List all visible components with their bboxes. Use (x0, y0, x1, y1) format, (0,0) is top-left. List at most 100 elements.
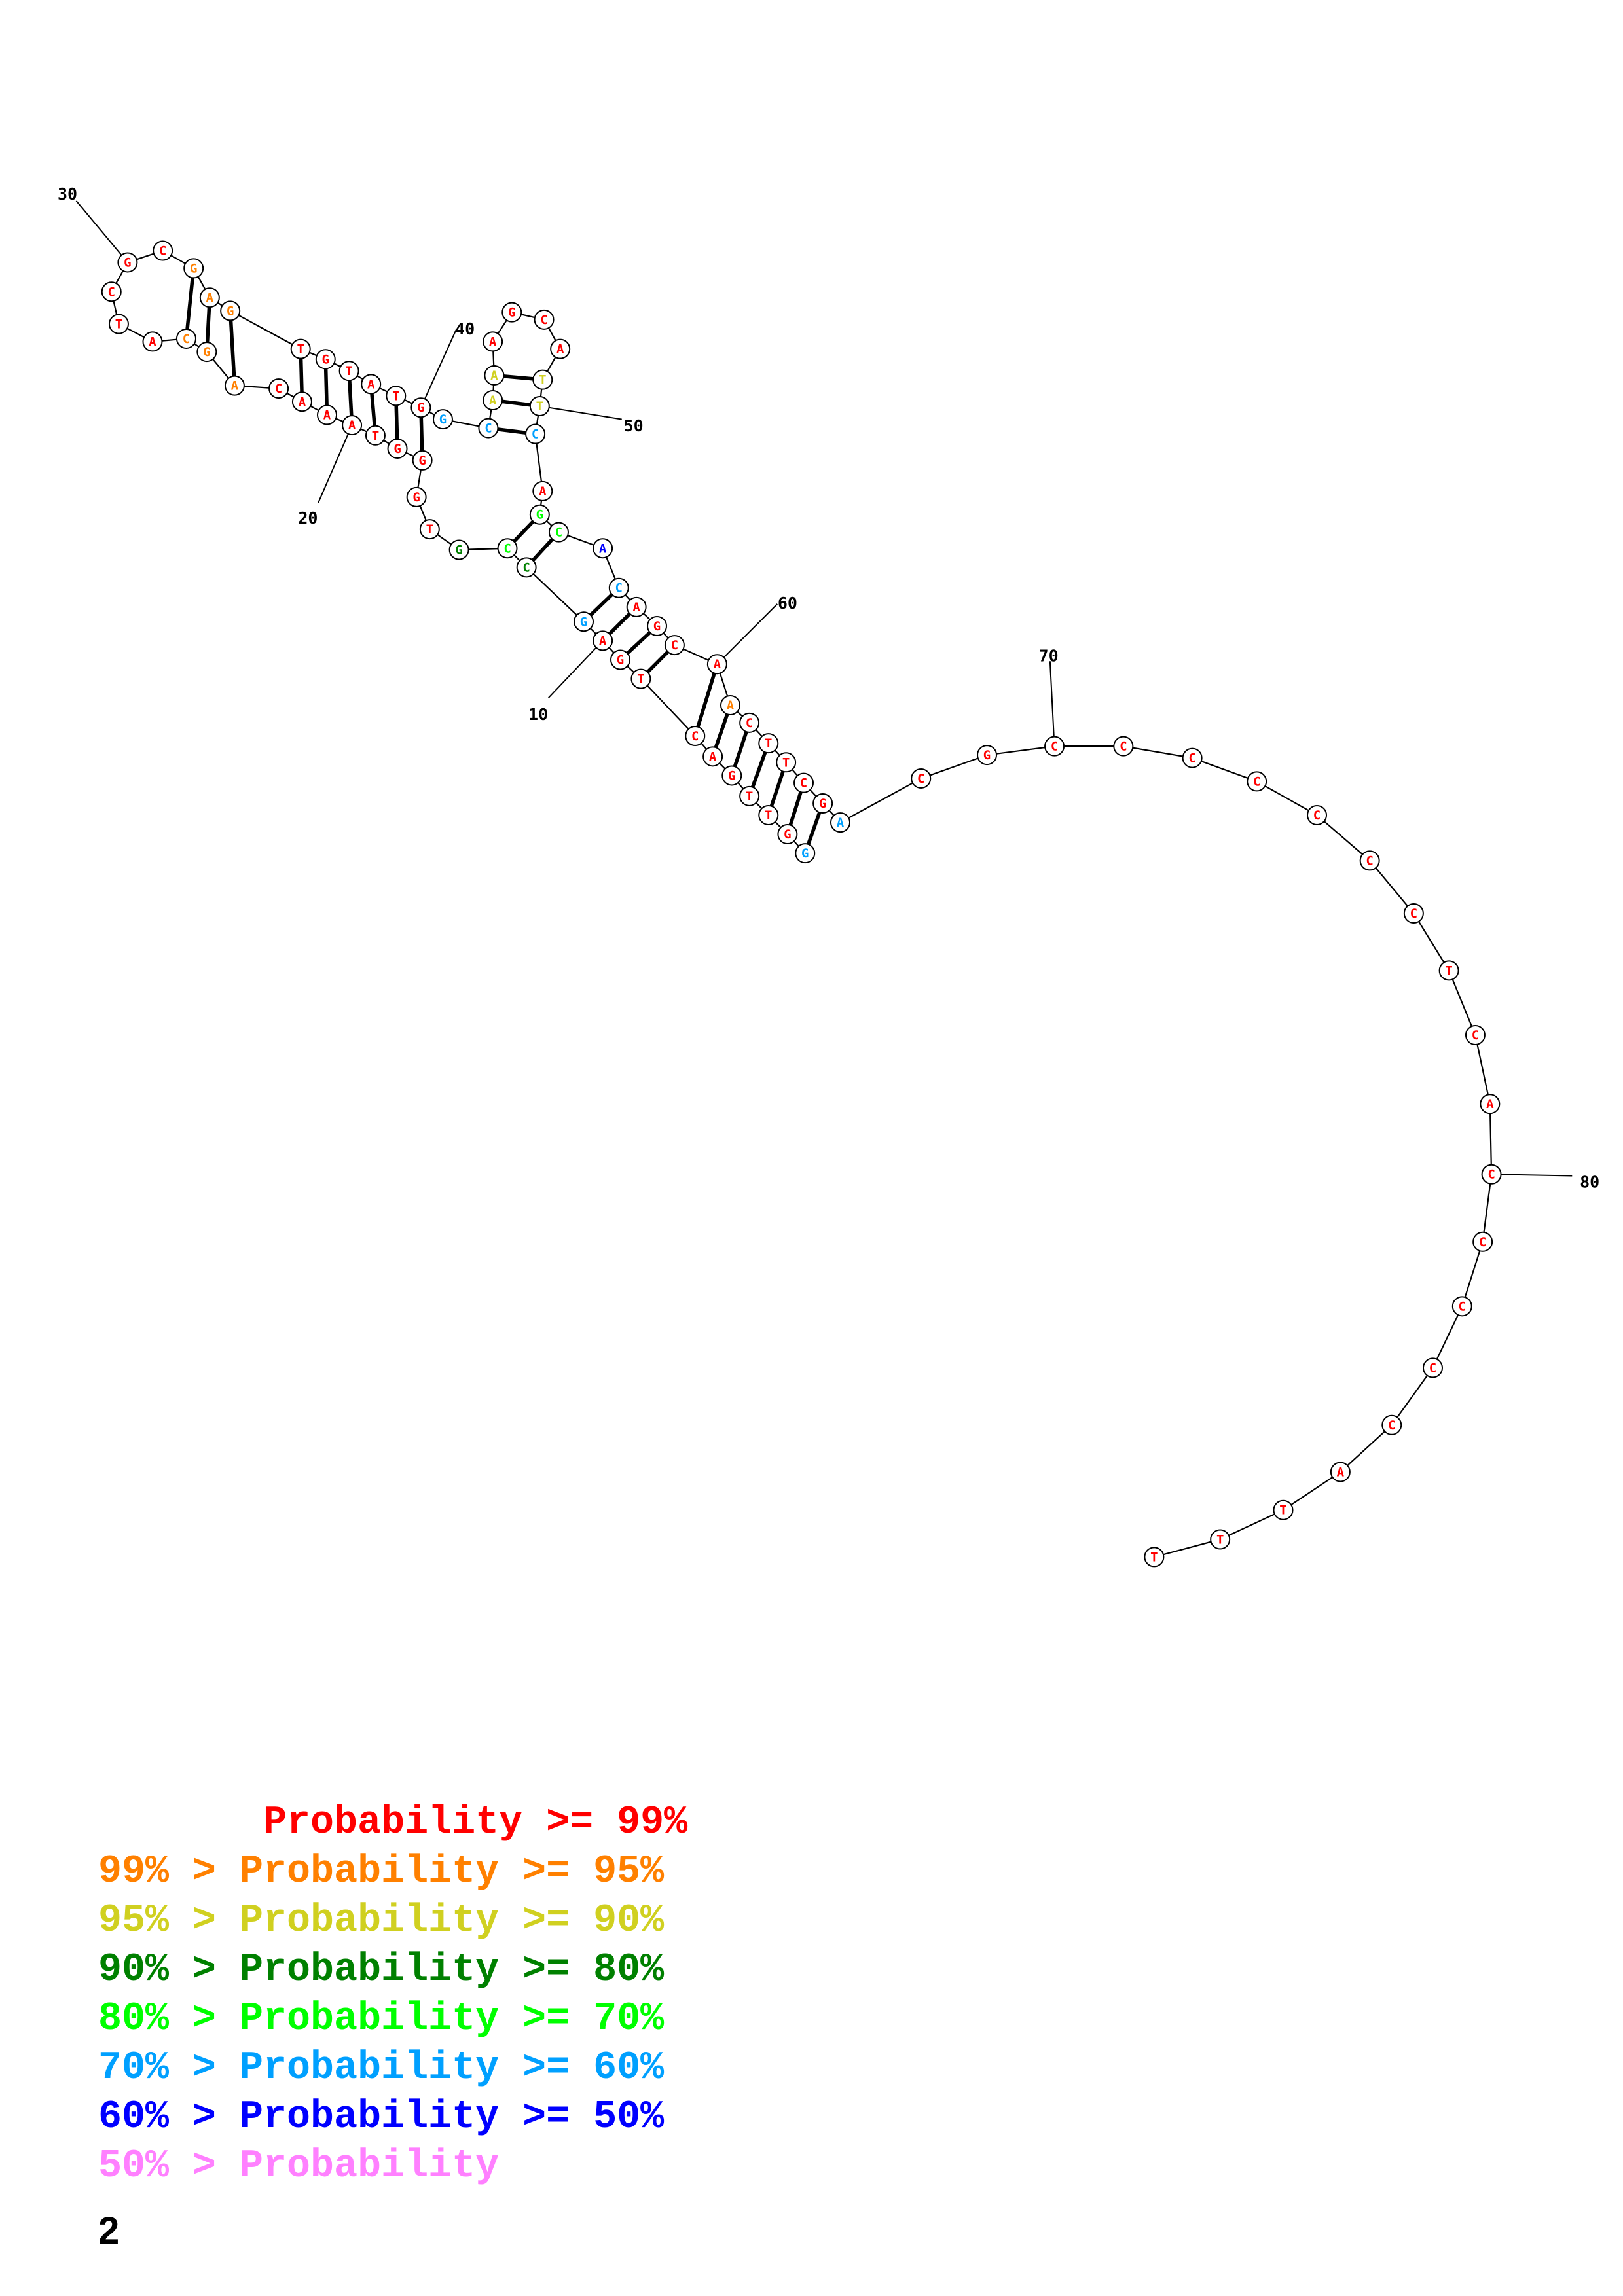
nucleotide-letter: A (1486, 1097, 1494, 1111)
backbone-links (111, 249, 1493, 1558)
nucleotide-letter: G (393, 442, 401, 456)
nucleotide-circle (702, 746, 723, 767)
nucleotide-circle (793, 772, 814, 793)
nucleotide: T (386, 386, 407, 406)
nucleotide-circle (739, 785, 760, 806)
nucleotide-circle (183, 258, 204, 279)
nucleotide-letter: C (108, 285, 115, 299)
nucleotide-circle (484, 365, 505, 386)
nucleotide-letter: A (149, 334, 156, 349)
nucleotide: C (1044, 736, 1065, 757)
nucleotide-letter: G (801, 846, 809, 861)
nucleotide-letter: A (632, 600, 640, 615)
nucleotide-circle (706, 654, 727, 675)
nucleotide: A (720, 694, 741, 715)
legend-entry: 95% > Probability >= 90% (98, 1899, 665, 1943)
nucleotide-letter: A (323, 408, 331, 422)
nucleotide-circle (412, 450, 433, 471)
backbone-link (1482, 1174, 1493, 1242)
position-tick (420, 329, 457, 408)
nucleotide-letter: C (917, 772, 924, 786)
nucleotide-circle (497, 538, 518, 559)
nucleotide-letter: G (536, 508, 543, 522)
position-tick (716, 603, 778, 665)
backbone-link (987, 745, 1055, 756)
nucleotide-circle (290, 338, 311, 359)
nucleotide-letter: C (1472, 1028, 1479, 1043)
backbone-link (1220, 1509, 1284, 1540)
nucleotide-letter: A (348, 418, 356, 433)
nucleotide-circle (608, 577, 629, 598)
nucleotide: G (406, 486, 427, 507)
nucleotide: G (448, 539, 469, 560)
backbone-link (1413, 912, 1450, 971)
nucleotide-letter: C (484, 422, 492, 436)
nucleotide-nodes: GGTTGACTGAGCCGTGGGTAAACAGCATCGCGAGTGTATG… (101, 240, 1502, 1568)
nucleotide: A (199, 287, 220, 308)
legend-entry: 70% > Probability >= 60% (98, 2046, 665, 2090)
nucleotide-circle (291, 391, 312, 412)
nucleotide: A (483, 331, 503, 352)
nucleotide-circle (664, 635, 685, 656)
nucleotide-letter: A (299, 395, 306, 409)
nucleotide-circle (593, 538, 613, 559)
nucleotide: A (1480, 1094, 1501, 1115)
backbone-link (1316, 814, 1370, 861)
nucleotide-circle (739, 712, 760, 733)
nucleotide-letter: C (522, 560, 530, 575)
nucleotide: C (516, 557, 537, 578)
nucleotide: C (1359, 850, 1380, 871)
legend-entry: 99% > Probability >= 95% (98, 1850, 665, 1894)
nucleotide-circle (365, 425, 386, 446)
nucleotide: C (685, 725, 706, 746)
nucleotide-letter: T (746, 789, 753, 804)
nucleotide-circle (758, 804, 779, 825)
position-label: 10 (528, 705, 548, 724)
position-label: 70 (1039, 647, 1059, 666)
nucleotide-letter: C (503, 541, 511, 556)
nucleotide: T (338, 361, 359, 382)
nucleotide-letter: T (392, 389, 399, 403)
nucleotide-letter: T (765, 808, 772, 823)
backbone-link (1123, 745, 1193, 759)
position-label: 20 (298, 509, 318, 528)
nucleotide: A (702, 746, 723, 767)
nucleotide-circle (610, 649, 631, 670)
nucleotide: A (1330, 1462, 1351, 1482)
nucleotide-letter: G (418, 454, 426, 468)
nucleotide-letter: C (555, 526, 562, 540)
nucleotide-circle (175, 328, 196, 349)
nucleotide-circle (1210, 1529, 1231, 1550)
nucleotide: C (1403, 903, 1424, 924)
nucleotide: C (175, 328, 196, 349)
nucleotide: A (317, 404, 338, 425)
nucleotide: A (532, 480, 553, 501)
nucleotide-letter: G (784, 827, 791, 842)
position-tick (548, 640, 604, 698)
legend-entry: 90% > Probability >= 80% (98, 1948, 665, 1992)
nucleotide-circle (1481, 1164, 1502, 1185)
nucleotide: T (108, 314, 129, 334)
nucleotide-letter: G (190, 261, 197, 276)
nucleotide: G (387, 438, 408, 459)
nucleotide: C (1472, 1231, 1493, 1252)
nucleotide-letter: G (653, 619, 661, 634)
nucleotide-letter: C (1388, 1418, 1395, 1433)
base-pair-bonds (184, 268, 825, 854)
nucleotide-letter: C (691, 729, 699, 744)
nucleotide-letter: C (746, 716, 753, 730)
backbone-link (1340, 1424, 1393, 1473)
nucleotide-letter: G (819, 797, 826, 811)
nucleotide: A (483, 390, 503, 411)
backbone-link (921, 754, 987, 780)
base-pair-bond (693, 663, 719, 737)
nucleotide-circle (224, 375, 245, 396)
nucleotide: A (830, 812, 851, 833)
nucleotide: C (911, 768, 932, 789)
nucleotide-letter: T (765, 736, 772, 751)
nucleotide: G (220, 300, 241, 321)
legend-entry: 50% > Probability (98, 2144, 500, 2189)
nucleotide-circle (685, 725, 706, 746)
nucleotide: G (117, 252, 138, 273)
nucleotide: A (342, 415, 363, 436)
